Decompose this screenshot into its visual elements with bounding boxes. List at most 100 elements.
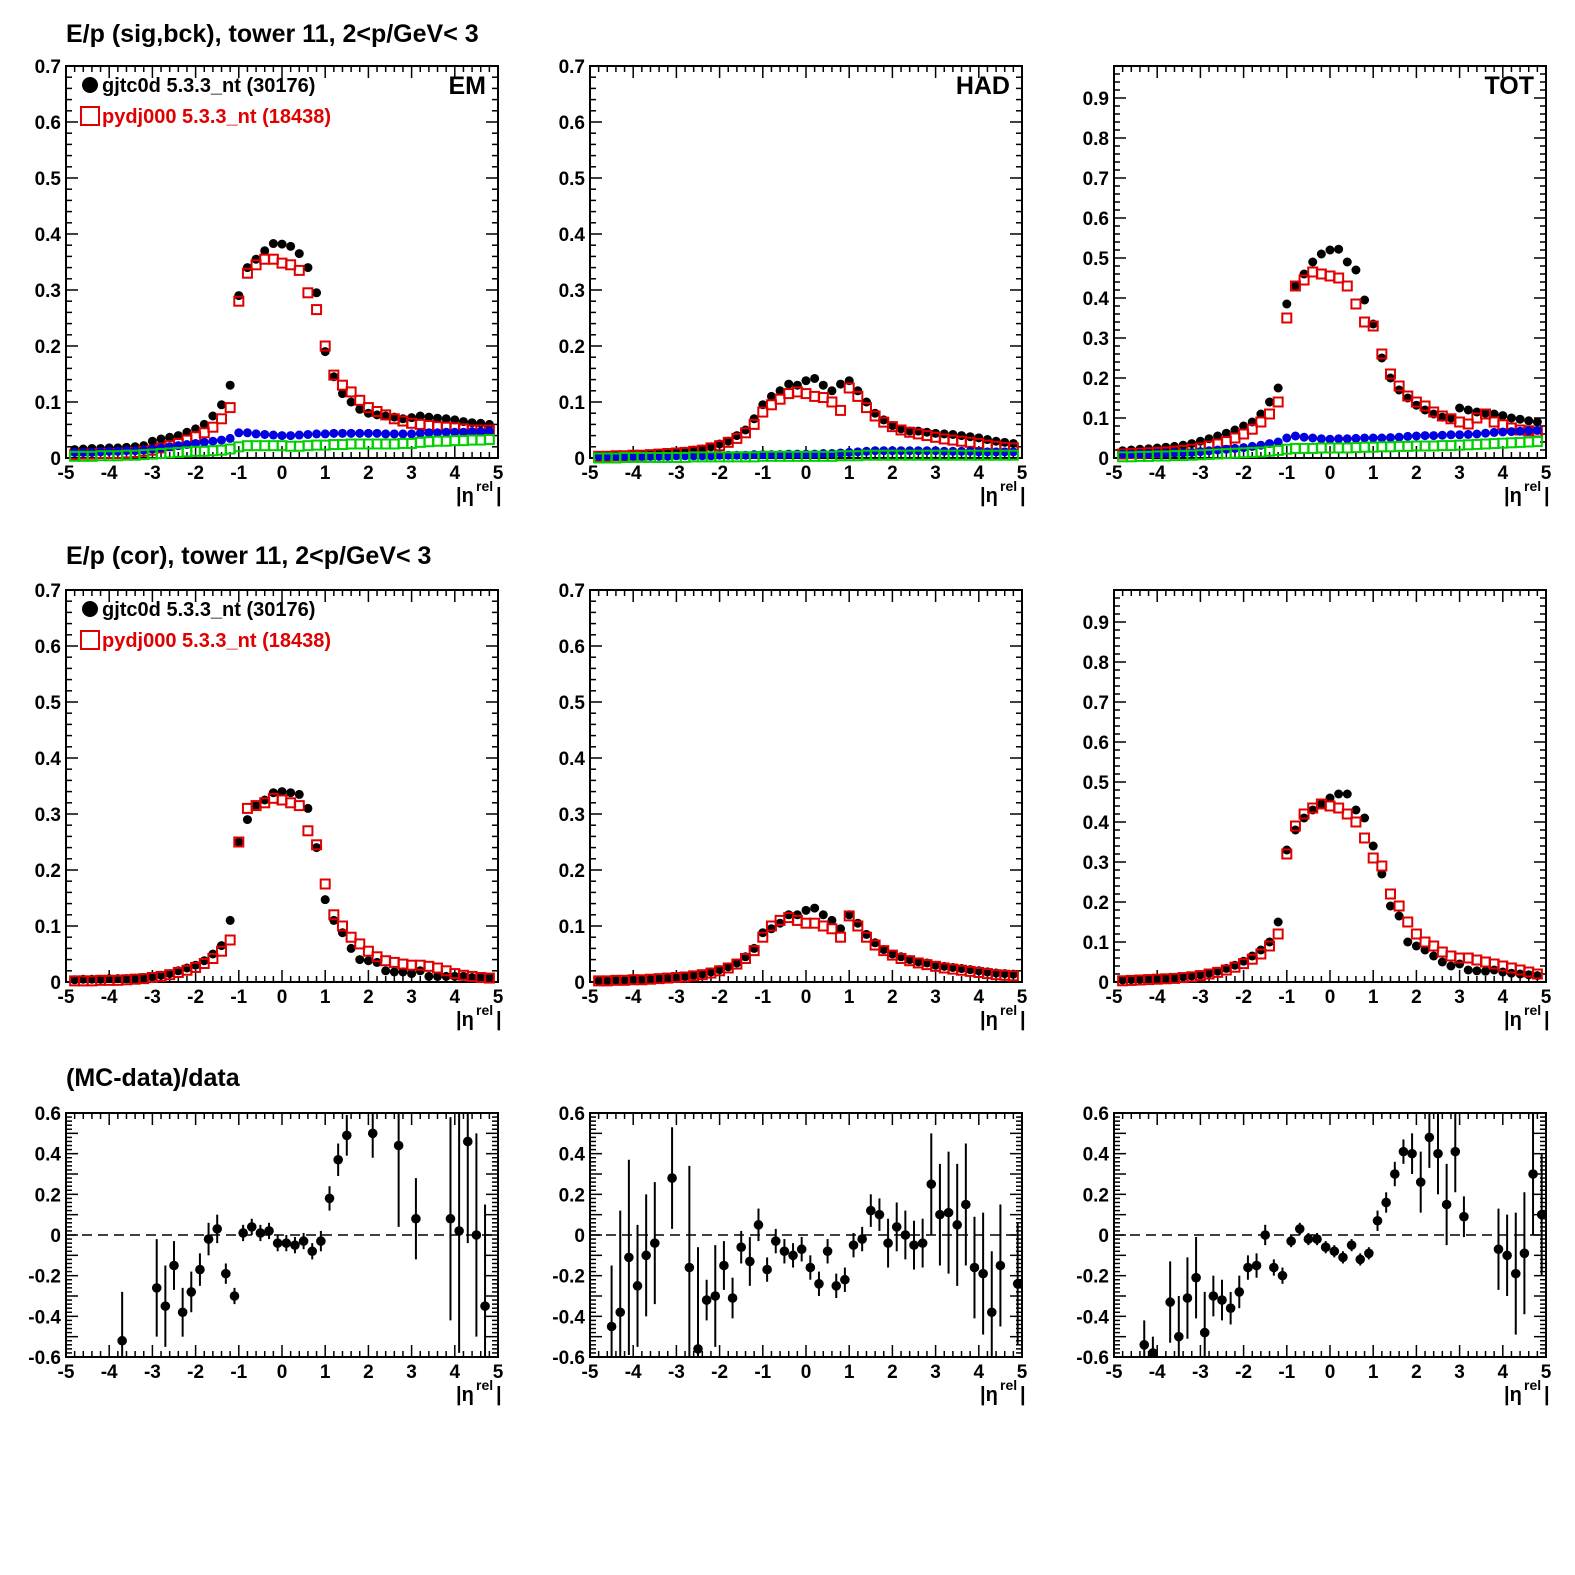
data-point <box>298 1236 309 1246</box>
y-tick-label: 0.8 <box>1083 653 1109 674</box>
y-tick-label: 0.6 <box>1083 733 1109 754</box>
data-point <box>311 304 323 316</box>
data-point <box>1472 429 1482 439</box>
data-point <box>260 429 270 439</box>
data-point <box>324 1193 335 1204</box>
x-tick-label: -5 <box>582 1362 599 1383</box>
data-point <box>1351 433 1361 443</box>
y-tick-label: 0.2 <box>1083 1185 1109 1206</box>
data-point <box>96 974 106 984</box>
data-point <box>1191 1272 1201 1283</box>
data-point <box>1498 411 1508 421</box>
data-point <box>926 1179 937 1189</box>
data-point <box>199 437 209 447</box>
data-point <box>1519 1248 1530 1259</box>
data-point <box>632 1281 643 1291</box>
y-tick-label: 0.7 <box>559 57 585 78</box>
y-tick-label: 0.7 <box>1083 693 1109 714</box>
data-point <box>251 801 261 811</box>
data-point <box>1334 434 1344 444</box>
series-3 <box>69 434 495 462</box>
data-point <box>433 428 443 438</box>
data-point <box>1359 832 1371 844</box>
data-point <box>727 1293 738 1303</box>
data-point <box>307 1246 318 1257</box>
data-point <box>165 969 175 979</box>
data-point <box>121 974 131 984</box>
data-point <box>1350 816 1362 828</box>
legend-marker-data <box>82 601 98 617</box>
data-point <box>641 1250 651 1261</box>
data-point <box>1351 805 1361 815</box>
x-tick-label: 1 <box>320 1362 331 1383</box>
data-point <box>277 239 287 249</box>
data-point <box>302 287 314 299</box>
plot-frame <box>589 589 1023 983</box>
data-point <box>1281 312 1293 324</box>
data-point <box>1342 789 1352 799</box>
legend-marker-mc <box>80 630 100 650</box>
data-point <box>381 966 391 976</box>
data-point <box>1187 439 1197 449</box>
x-tick-label: -2 <box>187 1362 204 1383</box>
y-tick-label: 0 <box>574 1226 585 1247</box>
data-point <box>913 957 923 967</box>
data-point <box>602 976 612 986</box>
data-point <box>1531 436 1543 448</box>
data-point <box>381 429 391 439</box>
data-point <box>316 1236 326 1246</box>
x-tick-label: 4 <box>1498 1362 1509 1383</box>
x-axis-label-bar: | <box>496 1009 502 1031</box>
row-title-1: E/p (sig,bck), tower 11, 2<p/GeV< 3 <box>66 20 479 48</box>
data-point <box>1437 430 1447 440</box>
data-point <box>156 970 166 980</box>
x-tick-label: 5 <box>1541 1362 1552 1383</box>
x-tick-label: -4 <box>101 987 118 1008</box>
data-point <box>238 1228 248 1238</box>
x-tick-label: -1 <box>230 1362 247 1383</box>
data-point <box>367 1128 378 1139</box>
data-point <box>1255 416 1267 428</box>
data-point <box>1298 274 1310 286</box>
data-point <box>1269 1262 1279 1273</box>
data-point <box>277 787 287 797</box>
data-point <box>826 923 838 935</box>
x-tick-label: 2 <box>1411 463 1422 484</box>
data-point <box>1385 901 1395 911</box>
data-point <box>217 941 227 951</box>
series-0 <box>1118 244 1542 456</box>
data-point <box>1316 799 1326 809</box>
data-point <box>1316 249 1326 259</box>
data-point <box>887 421 897 431</box>
data-point <box>710 1291 721 1301</box>
data-point <box>1411 431 1421 441</box>
data-point <box>372 410 382 420</box>
y-tick-label: 0.6 <box>559 113 585 134</box>
data-point <box>147 972 157 982</box>
data-point <box>217 400 227 410</box>
y-tick-label: 0 <box>574 973 585 994</box>
data-point <box>909 1240 919 1250</box>
data-point <box>965 432 975 442</box>
data-point <box>415 428 425 438</box>
data-point <box>355 404 365 414</box>
data-point <box>1536 1209 1547 1220</box>
x-tick-label: -3 <box>1192 987 1209 1008</box>
data-point <box>931 960 941 970</box>
plot-frame <box>1113 589 1547 983</box>
y-tick-label: 0.2 <box>35 1185 61 1206</box>
data-point <box>268 239 278 249</box>
legend-label-data: gjtc0d 5.3.3_nt (30176) <box>102 599 315 621</box>
data-point <box>1007 449 1019 461</box>
data-point <box>363 956 373 966</box>
data-point <box>363 408 373 418</box>
data-point <box>766 391 776 401</box>
x-axis-label-sup: rel <box>476 478 493 494</box>
data-point <box>139 973 149 983</box>
data-point <box>1239 421 1249 431</box>
data-point <box>1281 848 1293 860</box>
y-tick-label: 0.6 <box>559 637 585 658</box>
data-point <box>285 259 297 271</box>
series-1 <box>1117 798 1543 987</box>
data-point <box>320 895 330 905</box>
